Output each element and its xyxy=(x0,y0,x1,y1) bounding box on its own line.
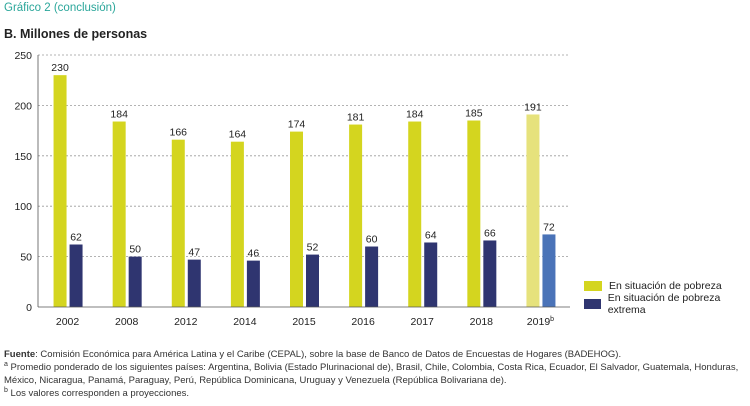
bar-poverty-2002 xyxy=(53,75,67,307)
data-label-extreme-2015: 52 xyxy=(307,242,319,254)
y-tick-label-50: 50 xyxy=(20,252,32,264)
source-note: Fuente: Comisión Económica para América … xyxy=(4,348,744,361)
data-label-poverty-2016: 181 xyxy=(347,112,365,124)
bar-poverty-2014 xyxy=(230,141,244,307)
bar-extreme-2015 xyxy=(306,254,319,307)
data-label-extreme-2014: 46 xyxy=(248,248,260,260)
x-tick-superscript-2019: b xyxy=(550,316,554,323)
bar-extreme-2012 xyxy=(187,259,201,307)
bar-poverty-2016 xyxy=(349,124,363,307)
data-label-extreme-2008: 50 xyxy=(129,244,141,256)
y-tick-label-150: 150 xyxy=(14,151,32,163)
footnote-a-text: Promedio ponderado de los siguientes paí… xyxy=(4,362,739,386)
subtitle-letter: B. xyxy=(4,27,17,41)
grid-layer xyxy=(38,54,570,258)
legend-label-poverty: En situación de pobreza xyxy=(609,280,722,292)
x-tick-label-2018: 2018 xyxy=(470,316,494,328)
y-tick-label-250: 250 xyxy=(14,50,32,62)
legend-swatch-extreme-poverty xyxy=(584,299,601,309)
chart-subtitle: B. Millones de personas xyxy=(4,27,147,41)
source-text: : Comisión Económica para América Latina… xyxy=(35,349,622,360)
x-tick-label-2015: 2015 xyxy=(292,316,316,328)
x-tick-label-2002: 2002 xyxy=(56,316,80,328)
bar-extreme-2016 xyxy=(365,246,379,307)
data-label-poverty-2014: 164 xyxy=(229,129,247,141)
y-tick-label-100: 100 xyxy=(14,201,32,213)
chart-notes: Fuente: Comisión Económica para América … xyxy=(4,348,744,400)
bar-poverty-2008 xyxy=(112,121,126,307)
footnote-b-marker: b xyxy=(4,386,8,394)
bar-extreme-2019 xyxy=(542,234,556,307)
bar-poverty-2017 xyxy=(408,121,422,307)
data-label-poverty-2012: 166 xyxy=(170,127,188,139)
subtitle-text: Millones de personas xyxy=(19,27,148,41)
data-label-extreme-2019: 72 xyxy=(543,221,555,233)
figure-label: Gráfico 2 (conclusión) xyxy=(4,2,116,14)
bar-extreme-2017 xyxy=(424,242,438,307)
bar-extreme-2014 xyxy=(246,260,260,307)
legend: En situación de pobreza En situación de … xyxy=(584,278,750,316)
bars-layer xyxy=(53,75,556,308)
bar-extreme-2018 xyxy=(483,240,497,307)
data-label-extreme-2002: 62 xyxy=(70,232,82,244)
source-label: Fuente xyxy=(4,349,36,360)
footnote-b: b Los valores corresponden a proyeccione… xyxy=(4,387,744,400)
data-label-extreme-2016: 60 xyxy=(366,234,378,246)
data-label-poverty-2017: 184 xyxy=(406,109,424,121)
y-tick-label-200: 200 xyxy=(14,100,32,112)
data-label-extreme-2012: 47 xyxy=(188,247,200,259)
footnote-a-marker: a xyxy=(4,360,8,368)
data-label-extreme-2018: 66 xyxy=(484,227,496,239)
data-label-poverty-2002: 230 xyxy=(51,62,69,74)
legend-item-extreme-poverty: En situación de pobreza extrema xyxy=(584,292,750,316)
x-tick-label-2019: 2019b xyxy=(527,316,554,328)
data-label-extreme-2017: 64 xyxy=(425,229,437,241)
bar-poverty-2012 xyxy=(171,139,185,307)
bar-extreme-2008 xyxy=(128,256,142,307)
bar-poverty-2018 xyxy=(467,120,481,308)
legend-item-poverty: En situación de pobreza xyxy=(584,278,750,294)
data-label-poverty-2019: 191 xyxy=(524,101,542,113)
bar-poverty-2019 xyxy=(526,114,540,307)
legend-swatch-poverty xyxy=(584,281,602,291)
legend-label-extreme-poverty: En situación de pobreza extrema xyxy=(607,292,721,316)
x-tick-label-2016: 2016 xyxy=(351,316,375,328)
footnote-b-text: Los valores corresponden a proyecciones. xyxy=(7,388,190,399)
x-tick-label-2017: 2017 xyxy=(411,316,435,328)
labels-layer: 230 62 184 50 166 47 164 46 174 52 181 60 184 64 185 66… xyxy=(51,62,555,259)
bar-extreme-2002 xyxy=(69,244,83,307)
data-label-poverty-2015: 174 xyxy=(288,119,306,131)
footnote-a: a Promedio ponderado de los siguientes p… xyxy=(4,361,744,387)
data-label-poverty-2008: 184 xyxy=(110,109,128,121)
bar-poverty-2015 xyxy=(290,131,303,307)
data-label-poverty-2018: 185 xyxy=(465,108,483,120)
x-tick-label-2014: 2014 xyxy=(233,316,257,328)
x-tick-label-2008: 2008 xyxy=(115,316,139,328)
y-tick-label-0: 0 xyxy=(26,302,32,314)
axis-layer: 0 50 100 150 200 250 2002 2008 2012 2014 2015 2016 2… xyxy=(14,50,570,328)
x-tick-label-2012: 2012 xyxy=(174,316,198,328)
